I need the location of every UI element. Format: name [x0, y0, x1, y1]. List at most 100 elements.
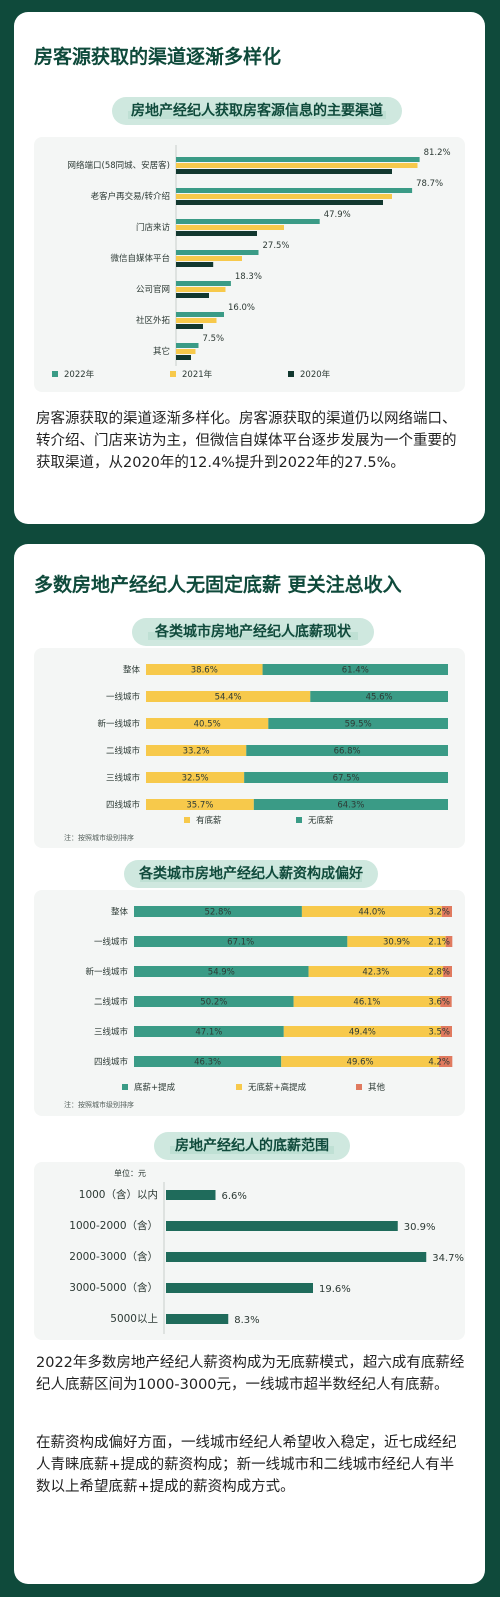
bar-segment-其他 — [440, 1026, 452, 1037]
bar-segment-有底薪 — [146, 772, 245, 783]
section-paragraph: 房客源获取的渠道逐渐多样化。房客源获取的渠道仍以网络端口、转介绍、门店来访为主，… — [36, 411, 457, 471]
legend-swatch — [170, 371, 176, 377]
data-label: 40.5% — [194, 720, 221, 730]
category-label: 一线城市 — [106, 692, 141, 703]
data-label: 27.5% — [263, 241, 290, 251]
legend-label: 底薪+提成 — [134, 1082, 176, 1093]
bar-2020年 — [176, 169, 392, 174]
channels-chart-area: 网络端口(58同城、安居客) 81.2% 老客户再交易/转介绍 78.7% 门店来访 47… — [34, 137, 465, 392]
pay-structure-chart-area: 整体 52.8% 44.0% 3.2% 一线城市 67.1% 30.9% 2.1% 新一线城市 5… — [34, 890, 465, 1116]
data-label: 49.6% — [347, 1058, 374, 1068]
legend-label: 无底薪+高提成 — [248, 1082, 307, 1093]
legend-swatch — [122, 1084, 128, 1090]
data-label: 78.7% — [416, 179, 443, 189]
data-label: 66.8% — [334, 747, 361, 757]
bar-2022年 — [176, 157, 420, 162]
data-label: 46.3% — [194, 1058, 221, 1068]
data-label: 8.3% — [234, 1315, 259, 1326]
bar-segment-底薪+提成 — [134, 936, 348, 947]
category-label: 二线城市 — [94, 997, 129, 1008]
bar-segment-其他 — [443, 966, 452, 977]
data-label: 35.7% — [186, 801, 213, 811]
bar-segment-有底薪 — [146, 799, 254, 810]
bar-segment-无底薪+高提成 — [283, 1026, 441, 1037]
data-label: 3.6% — [428, 998, 450, 1008]
bar-segment-无底薪 — [253, 799, 448, 810]
bar-segment-无底薪+高提成 — [281, 1056, 439, 1067]
chart-note: 注：按照城市级别排序 — [64, 833, 134, 842]
bar-segment-无底薪 — [246, 745, 448, 756]
channels-card: 房客源获取的渠道逐渐多样化 房地产经纪人获取房客源信息的主要渠道 网络端口(58… — [14, 12, 485, 524]
section-title: 房客源获取的渠道逐渐多样化 — [34, 46, 282, 68]
data-label: 4.2% — [428, 1058, 450, 1068]
bar-2022年 — [176, 312, 224, 317]
channels-bar-chart: 网络端口(58同城、安居客) 81.2% 老客户再交易/转介绍 78.7% 门店来访 47… — [52, 145, 451, 380]
bar-segment-底薪+提成 — [134, 1026, 284, 1037]
bar-2021年 — [176, 256, 242, 261]
bar — [166, 1190, 216, 1200]
salary-card: 多数房地产经纪人无固定底薪 更关注总收入 各类城市房地产经纪人底薪现状 整体 38… — [14, 544, 485, 1584]
legend-swatch — [288, 371, 294, 377]
legend-label: 2021年 — [182, 369, 213, 380]
bar — [166, 1283, 313, 1293]
legend-swatch — [52, 371, 58, 377]
data-label: 16.0% — [228, 303, 255, 313]
data-label: 54.9% — [208, 968, 235, 978]
category-label: 四线城市 — [106, 800, 141, 811]
data-label: 34.7% — [432, 1253, 464, 1264]
bar-segment-底薪+提成 — [134, 996, 294, 1007]
data-label: 54.4% — [215, 693, 242, 703]
bar — [166, 1252, 427, 1262]
data-label: 52.8% — [204, 908, 231, 918]
data-label: 67.5% — [333, 774, 360, 784]
data-label: 19.6% — [319, 1284, 351, 1295]
bar-2021年 — [176, 225, 284, 230]
bar-2021年 — [176, 318, 217, 323]
bar-2021年 — [176, 194, 392, 199]
section-paragraph-1: 2022年多数房地产经纪人薪资构成为无底薪模式，超六成有底薪经纪人底薪区间为10… — [36, 1355, 465, 1393]
data-label: 46.1% — [353, 998, 380, 1008]
category-label: 1000（含）以内 — [79, 1188, 158, 1201]
legend-swatch — [296, 817, 302, 823]
data-label: 50.2% — [200, 998, 227, 1008]
bar-segment-其他 — [438, 1056, 453, 1067]
base-range-chart-area: 单位：元 1000（含）以内 6.6% 1000-2000（含） 30.9% 2000-3… — [34, 1162, 465, 1340]
category-label: 微信自媒体平台 — [110, 253, 170, 264]
chart-title-pill: 房地产经纪人的底薪范围 — [154, 1132, 350, 1160]
category-label: 公司官网 — [136, 284, 170, 295]
base-salary-chart-area: 整体 38.6% 61.4% 一线城市 54.4% 45.6% 新一线城市 40.5% 59.5… — [34, 648, 465, 848]
category-label: 整体 — [111, 907, 129, 918]
category-label: 整体 — [123, 665, 141, 676]
data-label: 33.2% — [183, 747, 210, 757]
pay-structure-stacked-chart: 整体 52.8% 44.0% 3.2% 一线城市 67.1% 30.9% 2.1% 新一线城市 5… — [64, 906, 453, 1109]
bar-segment-有底薪 — [146, 664, 263, 675]
bar-segment-有底薪 — [146, 691, 311, 702]
bar-2020年 — [176, 324, 203, 329]
bar-2021年 — [176, 163, 418, 168]
legend-label: 其他 — [368, 1082, 386, 1093]
bar-segment-无底薪+高提成 — [293, 996, 441, 1007]
data-label: 3.2% — [428, 908, 450, 918]
category-label: 一线城市 — [94, 937, 129, 948]
chart-title-pill: 房地产经纪人获取房客源信息的主要渠道 — [112, 97, 402, 125]
bar-segment-无底薪 — [268, 718, 448, 729]
legend-swatch — [184, 817, 190, 823]
legend-swatch — [236, 1084, 242, 1090]
bar-segment-无底薪 — [310, 691, 448, 702]
data-label: 32.5% — [182, 774, 209, 784]
bar-segment-有底薪 — [146, 718, 269, 729]
category-label: 其它 — [153, 346, 170, 357]
category-label: 门店来访 — [136, 222, 171, 233]
legend-swatch — [356, 1084, 362, 1090]
bar-2021年 — [176, 349, 196, 354]
bar-segment-无底薪 — [262, 664, 448, 675]
data-label: 64.3% — [337, 801, 364, 811]
data-label: 18.3% — [235, 272, 262, 282]
data-label: 30.9% — [383, 938, 410, 948]
category-label: 新一线城市 — [85, 967, 128, 978]
category-label: 老客户再交易/转介绍 — [91, 191, 170, 202]
section-paragraph-2: 在薪资构成偏好方面，一线城市经纪人希望收入稳定，近七成经纪人青睐底薪+提成的薪资… — [36, 1435, 457, 1495]
bar-segment-无底薪+高提成 — [308, 966, 444, 977]
bar-segment-无底薪+高提成 — [347, 936, 446, 947]
data-label: 44.0% — [358, 908, 385, 918]
